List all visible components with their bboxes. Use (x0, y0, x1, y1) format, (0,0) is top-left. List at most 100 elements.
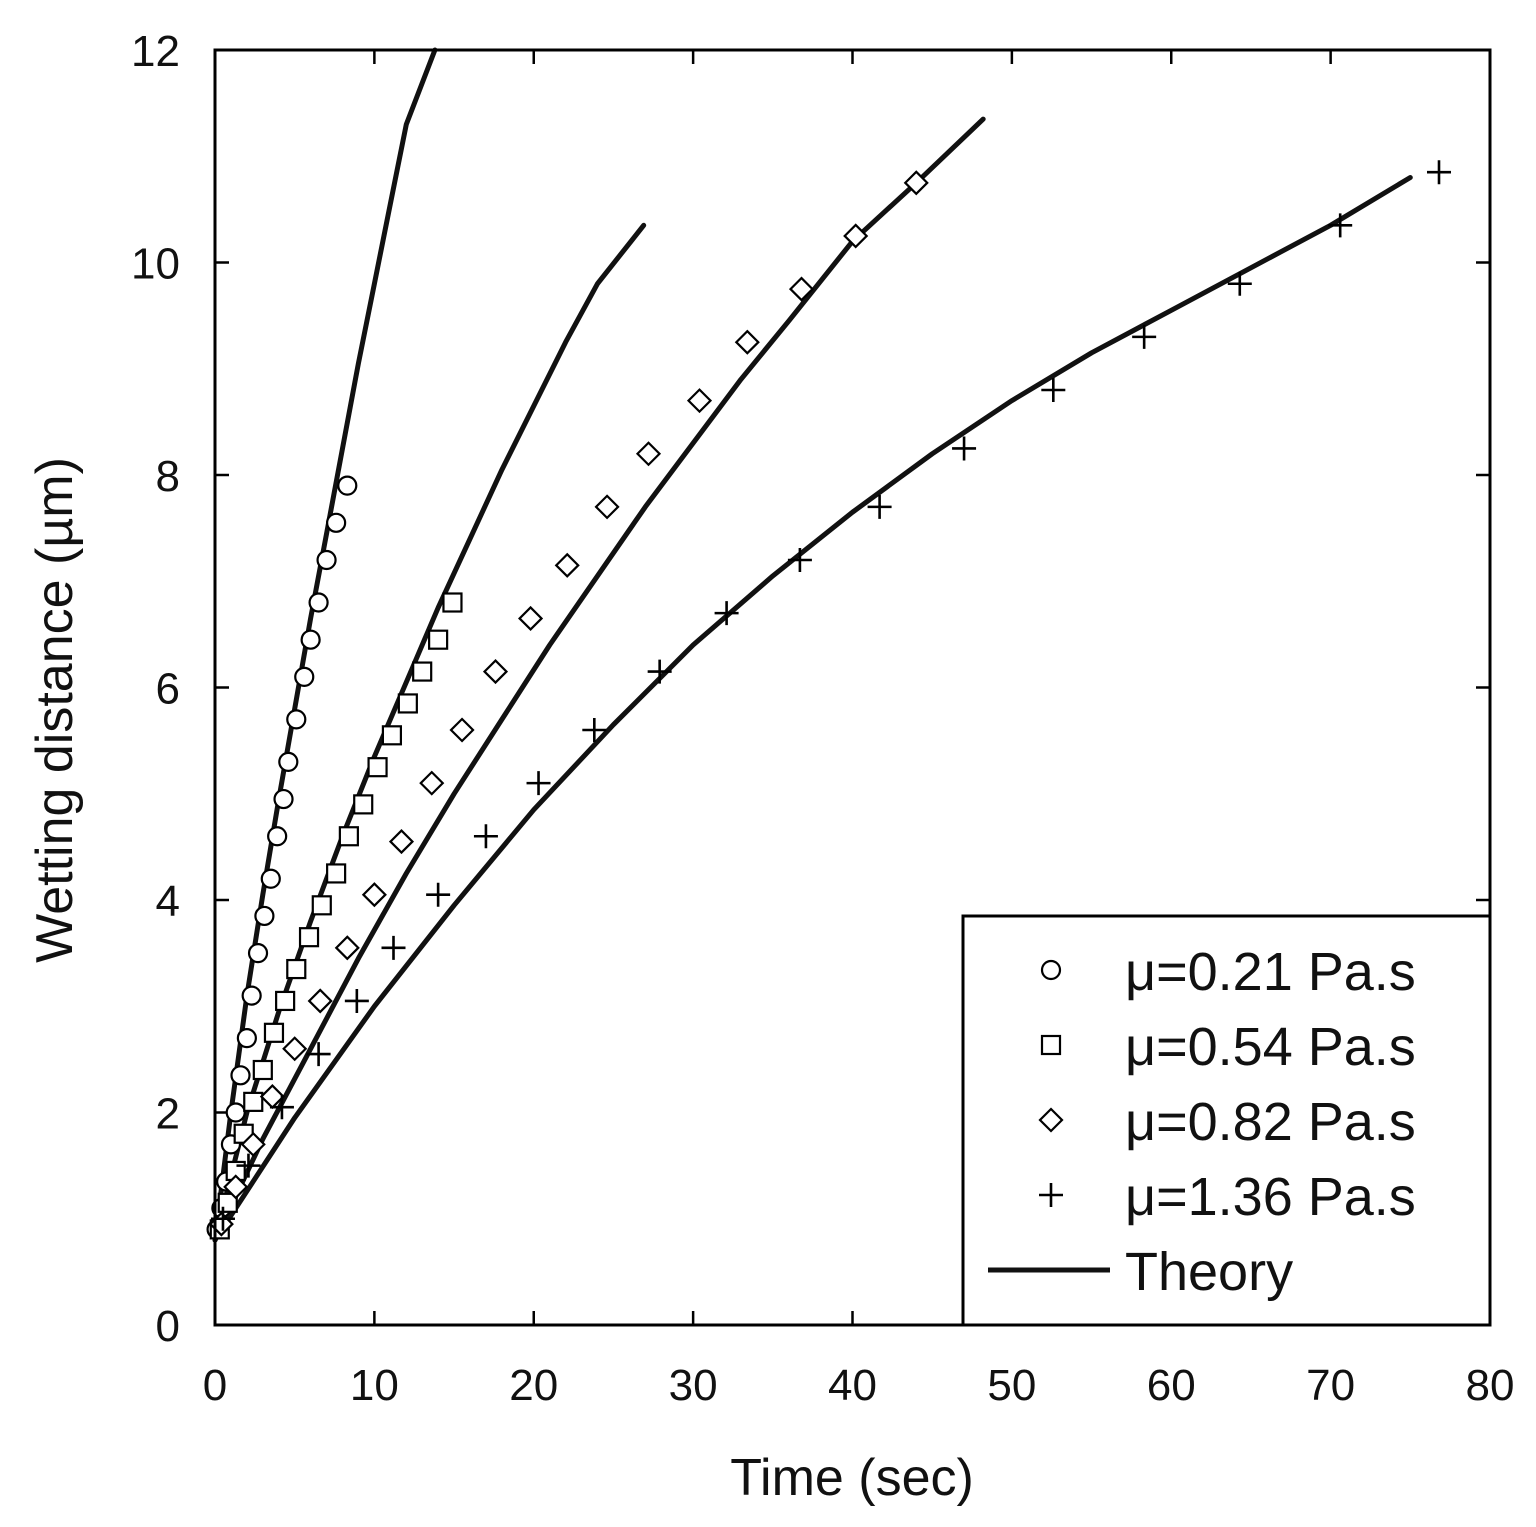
x-tick-label: 50 (987, 1361, 1036, 1410)
data-point (267, 826, 288, 847)
legend-marker (1040, 959, 1062, 981)
data-point (247, 943, 269, 964)
data-point (254, 905, 275, 927)
data-point (594, 494, 620, 520)
data-point (554, 552, 580, 578)
x-tick-label: 10 (350, 1361, 399, 1410)
x-tick-label: 20 (509, 1361, 558, 1410)
data-point (275, 990, 296, 1012)
data-point (952, 436, 977, 461)
data-point (482, 659, 509, 685)
data-markers (206, 160, 1451, 1240)
series-plus (210, 160, 1451, 1231)
data-point (326, 512, 347, 533)
data-point (243, 1091, 264, 1112)
data-point (381, 725, 403, 746)
data-point (282, 1036, 308, 1062)
data-point (316, 549, 337, 571)
data-point (412, 661, 433, 682)
y-tick-label: 0 (156, 1302, 180, 1351)
data-point (338, 826, 359, 847)
theory-line (212, 47, 438, 1243)
data-point (787, 548, 812, 572)
plot-frame (213, 48, 1492, 1327)
y-tick-label: 6 (156, 665, 180, 714)
data-point (294, 666, 315, 687)
data-point (788, 276, 815, 302)
data-point (286, 709, 307, 730)
data-point (518, 605, 544, 631)
data-point (442, 592, 463, 613)
legend-label: μ=0.82 Pa.s (1125, 1092, 1416, 1152)
series-diamond (208, 170, 929, 1237)
data-point (306, 1042, 331, 1067)
data-point (326, 863, 347, 884)
data-point (334, 935, 360, 961)
data-point (367, 757, 388, 778)
data-point (419, 770, 445, 796)
data-point (225, 1102, 246, 1123)
data-point (473, 824, 498, 849)
data-point (867, 494, 892, 519)
theory-line (212, 222, 647, 1243)
data-point (337, 475, 358, 496)
theory-line (212, 175, 1413, 1243)
x-tick-label: 70 (1306, 1361, 1355, 1410)
y-tick-label: 2 (156, 1090, 180, 1139)
data-point (308, 592, 329, 613)
data-point (1427, 160, 1451, 185)
data-point (311, 895, 332, 916)
x-tick-label: 40 (828, 1361, 877, 1410)
data-point (300, 629, 321, 650)
theory-line (212, 116, 986, 1243)
data-point (426, 882, 451, 907)
tick-labels: 0 10 20 30 40 50 60 70 80 0 2 4 6 8 10 12 (131, 27, 1514, 1410)
data-point (240, 1131, 266, 1157)
legend-label: μ=1.36 Pa.s (1125, 1167, 1416, 1227)
data-point (1328, 213, 1353, 238)
data-point (428, 629, 449, 650)
data-point (1041, 378, 1066, 402)
data-point (223, 1174, 249, 1200)
data-point (449, 717, 475, 743)
y-axis-title: Wetting distance (µm) (26, 457, 84, 963)
data-point (361, 882, 387, 908)
legend-label: μ=0.21 Pa.s (1125, 942, 1416, 1002)
data-point (843, 223, 869, 249)
x-tick-label: 30 (669, 1361, 718, 1410)
data-point (273, 788, 294, 810)
data-point (686, 388, 713, 414)
data-point (260, 868, 281, 889)
data-point (353, 794, 374, 815)
legend-label: μ=0.54 Pa.s (1125, 1017, 1416, 1077)
data-point (252, 1059, 273, 1081)
y-tick-label: 8 (156, 452, 180, 501)
legend-marker (1039, 1183, 1063, 1207)
data-point (714, 601, 739, 626)
data-point (236, 1153, 261, 1178)
data-point (298, 927, 320, 948)
data-point (582, 718, 607, 742)
data-point (344, 988, 369, 1013)
legend-label: Theory (1125, 1242, 1293, 1302)
data-point (263, 1022, 285, 1043)
legend-marker (1040, 1034, 1062, 1056)
data-point (230, 1065, 251, 1086)
data-point (278, 751, 299, 772)
y-tick-label: 10 (131, 240, 180, 289)
data-point (307, 988, 333, 1014)
x-tick-label: 0 (203, 1361, 227, 1410)
y-tick-label: 12 (131, 27, 180, 76)
data-point (734, 329, 760, 355)
x-tick-label: 60 (1147, 1361, 1196, 1410)
data-point (1227, 271, 1252, 296)
data-point (903, 170, 929, 196)
legend: μ=0.21 Pa.s μ=0.54 Pa.s μ=0.82 Pa.s μ=1.36 … (961, 914, 1492, 1327)
data-point (388, 829, 415, 855)
data-point (381, 935, 406, 960)
data-point (647, 659, 672, 684)
x-tick-label: 80 (1466, 1361, 1515, 1410)
data-point (241, 985, 262, 1006)
data-point (397, 693, 418, 714)
